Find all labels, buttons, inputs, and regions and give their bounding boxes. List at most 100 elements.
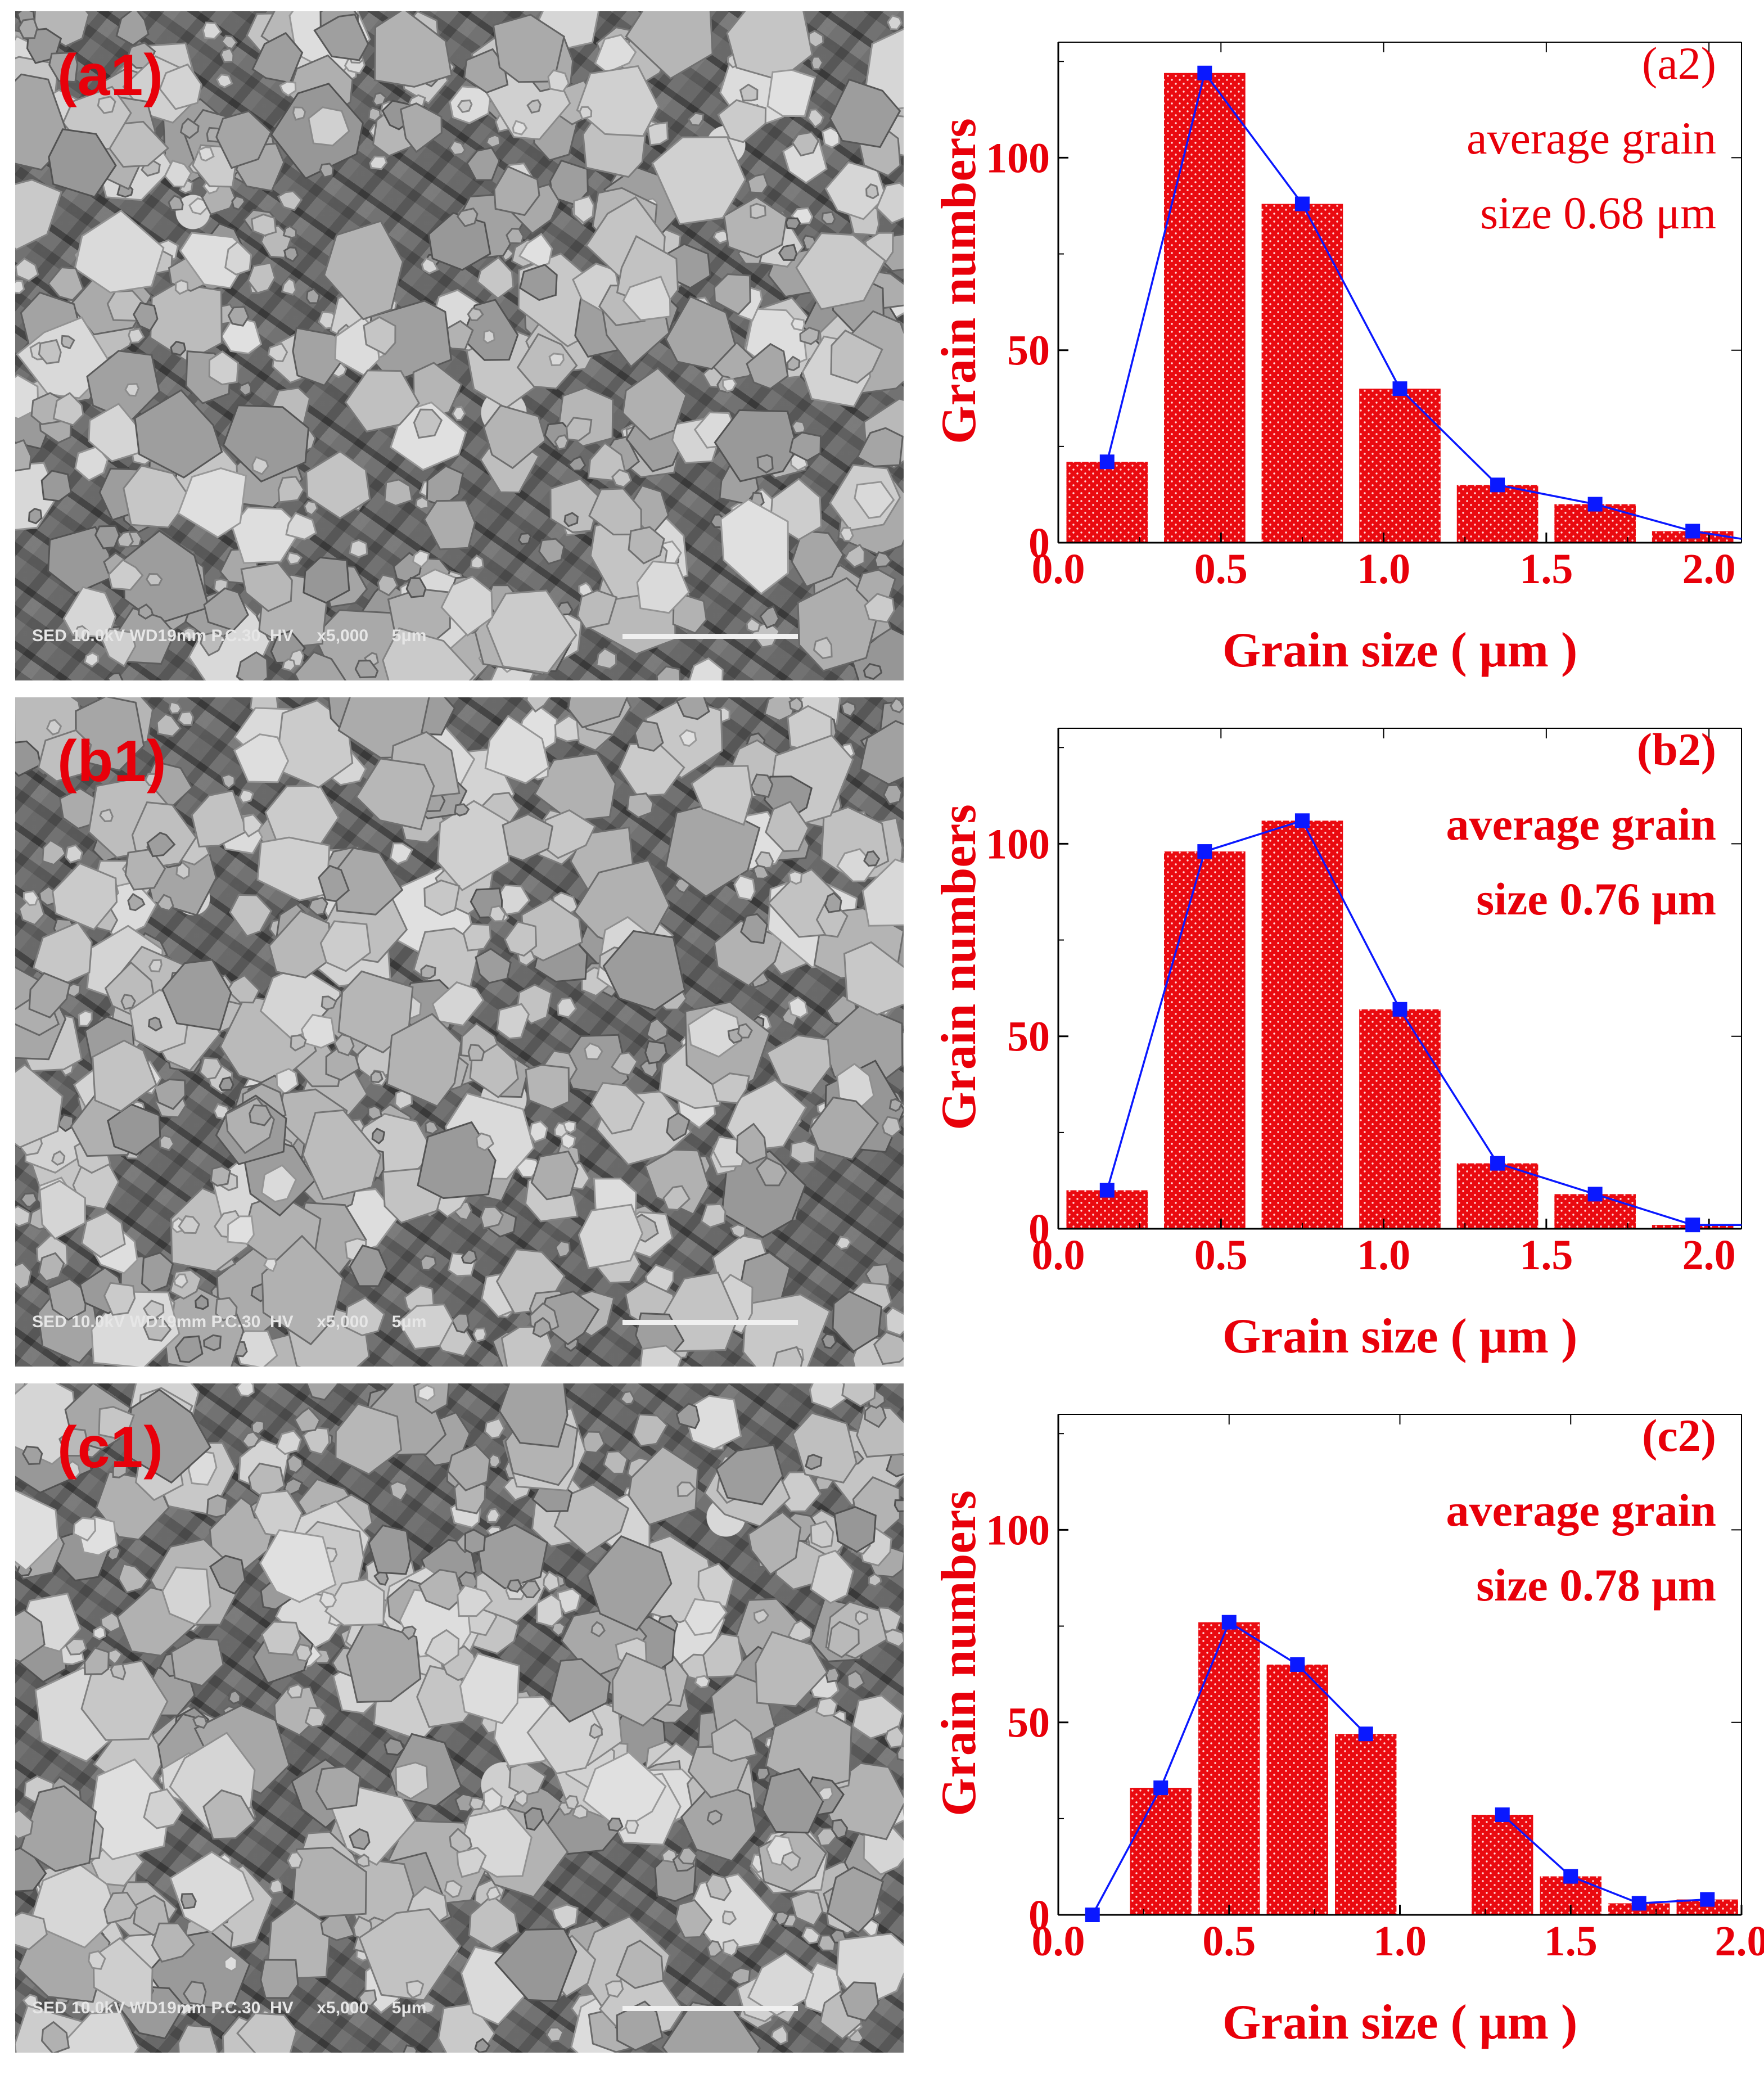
sem-grain	[750, 773, 774, 798]
sem-grain	[106, 672, 124, 680]
sem-grain	[377, 574, 399, 597]
sem-grain	[203, 1334, 222, 1351]
sem-grain	[706, 1809, 723, 1825]
sem-grain	[795, 232, 886, 310]
sem-grain	[761, 1768, 824, 1834]
sem-grain-texture	[15, 1383, 904, 2053]
sem-grain	[886, 14, 903, 30]
sem-grain	[675, 1403, 700, 1430]
sem-label: (c1)	[57, 1415, 164, 1480]
sem-grain	[123, 465, 191, 529]
sem-grain	[486, 1885, 502, 1901]
sem-grain	[37, 729, 92, 782]
sem-grain	[28, 507, 43, 525]
sem-grain	[815, 1697, 838, 1717]
sem-grain	[132, 301, 159, 332]
sem-grain	[210, 1165, 231, 1187]
sem-grain	[809, 1096, 879, 1161]
sem-grain	[48, 128, 117, 198]
data-point	[1587, 497, 1603, 512]
sem-grain	[15, 439, 32, 472]
sem-grain	[563, 512, 579, 527]
sem-grain	[864, 593, 895, 623]
x-tick-label: 0.5	[1194, 545, 1248, 593]
sem-grain	[52, 862, 118, 931]
sem-grain	[40, 2021, 70, 2053]
sem-grain	[182, 626, 196, 641]
sem-grain	[80, 1211, 126, 1259]
sem-grain	[164, 159, 192, 188]
sem-grain	[200, 631, 226, 657]
sem-grain	[723, 196, 788, 259]
data-point	[1631, 1896, 1646, 1911]
sem-grain	[103, 1891, 138, 1925]
sem-grain	[813, 636, 833, 660]
sem-grain	[740, 913, 768, 944]
histogram-chart-c2: 0.0 0.5 1.0 1.5 2.0 0 50 100 Grain size ( μm ) Gr…	[932, 1410, 1764, 2050]
sem-grain	[547, 69, 570, 93]
sem-grain	[622, 367, 687, 441]
sem-grain	[143, 1788, 184, 1829]
sem-grain	[308, 106, 350, 147]
sem-grain	[882, 784, 903, 805]
sem-grain	[646, 1017, 669, 1043]
sem-grain	[810, 1549, 855, 1604]
sem-grain	[397, 1304, 454, 1350]
sem-grain	[739, 83, 759, 102]
sem-grain	[216, 73, 233, 88]
x-tick-label: 1.5	[1519, 1232, 1573, 1279]
sem-grain	[400, 1625, 417, 1640]
x-tick-label: 0.0	[1032, 1918, 1085, 1965]
sem-grain	[92, 1937, 154, 2009]
sem-grain	[405, 1980, 425, 1999]
sem-grain	[344, 2001, 360, 2017]
sem-grain	[419, 1255, 437, 1272]
sem-grain	[697, 1562, 735, 1608]
sem-grain	[688, 657, 724, 680]
sem-grain	[602, 930, 686, 1011]
sem-grain	[107, 558, 144, 591]
sem-grain	[281, 658, 296, 672]
sem-grain	[482, 404, 547, 470]
sem-grain	[513, 1789, 529, 1807]
sem-grain	[827, 1621, 860, 1658]
sem-grain	[525, 1064, 570, 1111]
sem-grain	[700, 1203, 727, 1229]
sem-grain	[144, 773, 162, 788]
sem-grain	[587, 1535, 673, 1631]
sem-grain	[484, 715, 550, 784]
sem-grain	[504, 921, 538, 957]
sem-grain	[755, 851, 774, 870]
sem-grain	[759, 605, 780, 629]
sem-grain	[747, 173, 769, 194]
sem-grain	[286, 1851, 304, 1869]
data-point	[1153, 1780, 1169, 1796]
sem-grain	[106, 1545, 121, 1562]
sem-grain	[222, 404, 310, 483]
sem-grain	[626, 792, 654, 819]
sem-grain	[517, 532, 532, 545]
sem-grain	[115, 11, 150, 46]
data-point	[1197, 65, 1212, 80]
sem-grain	[127, 892, 146, 912]
sem-grain	[449, 140, 466, 156]
data-point	[1085, 1908, 1100, 1922]
data-point	[1197, 844, 1212, 859]
sem-grain	[839, 1981, 879, 2022]
sem-grain-texture	[15, 697, 904, 1367]
sem-grain	[242, 813, 263, 838]
sem-grain	[260, 1621, 301, 1656]
sem-grain	[584, 1042, 603, 1061]
sem-grain	[634, 720, 664, 752]
sem-grain	[493, 165, 540, 217]
sem-grain	[324, 1578, 385, 1626]
sem-grain	[587, 441, 626, 481]
sem-grain	[788, 431, 822, 462]
annotation-line: size 0.76 μm	[1476, 873, 1716, 925]
sem-grain	[400, 102, 443, 154]
x-axis-label: Grain size ( μm )	[1222, 1995, 1578, 2050]
sem-grain	[168, 195, 184, 211]
sem-grain	[884, 1628, 904, 1648]
sem-grain	[516, 333, 578, 390]
sem-grain	[99, 808, 114, 822]
